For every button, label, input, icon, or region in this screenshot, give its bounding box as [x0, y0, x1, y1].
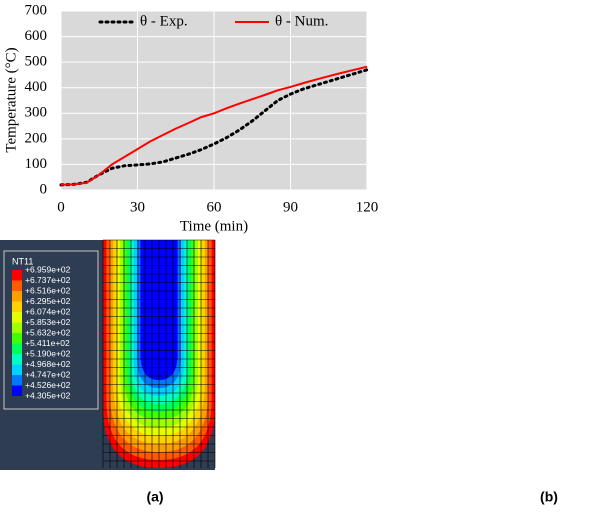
- legend-color: [12, 312, 22, 323]
- x-tick-label: 120: [356, 199, 379, 215]
- legend-color: [12, 280, 22, 291]
- y-tick-label: 300: [25, 105, 48, 121]
- legend-value: +5.411e+02: [25, 338, 70, 348]
- legend-color: [12, 322, 22, 333]
- caption-b: (b): [540, 489, 558, 505]
- y-tick-label: 600: [25, 28, 48, 44]
- legend-value: +6.737e+02: [25, 275, 71, 285]
- legend-color: [12, 291, 22, 302]
- contour-legend-title: NT11: [12, 256, 33, 266]
- legend-color: [12, 385, 22, 396]
- x-axis-label: Time (min): [180, 218, 248, 234]
- legend-label: θ - Num.: [275, 13, 328, 29]
- y-tick-label: 200: [25, 130, 48, 146]
- caption-a: (a): [146, 489, 163, 505]
- grid: [60, 10, 368, 191]
- legend-value: +6.516e+02: [25, 285, 71, 295]
- lines: θ - Exp. θ - Num.: [59, 13, 369, 187]
- contour-legend-box: [3, 250, 99, 410]
- legend-value: +5.853e+02: [25, 317, 71, 327]
- legend-label: θ - Exp.: [140, 13, 188, 29]
- y-axis-label: Temperature (°C): [3, 47, 19, 152]
- legend-color: [12, 301, 22, 312]
- y-tick-label: 100: [25, 156, 48, 172]
- y-tick-label: 700: [25, 2, 48, 18]
- x-tick-label: 90: [283, 199, 298, 215]
- x-tick-label: 30: [130, 199, 145, 215]
- contour-plot: +6.959e+02+6.737e+02+6.516e+02+6.295e+02…: [12, 239, 216, 468]
- legend-value: +6.959e+02: [25, 264, 71, 274]
- legend-color: [12, 270, 22, 281]
- legend-value: +5.190e+02: [25, 348, 71, 358]
- legend-value: +4.305e+02: [25, 390, 71, 400]
- legend-value: +4.526e+02: [25, 380, 71, 390]
- legend-color: [12, 343, 22, 354]
- legend-value: +4.747e+02: [25, 369, 71, 379]
- legend-value: +4.968e+02: [25, 359, 71, 369]
- legend-value: +6.074e+02: [25, 306, 71, 316]
- series-line: [60, 65, 368, 186]
- y-tick-label: 400: [25, 79, 48, 95]
- x-tick-label: 0: [57, 199, 65, 215]
- series-line: [59, 68, 369, 187]
- y-tick-label: 0: [40, 181, 48, 197]
- legend-color: [12, 333, 22, 344]
- legend-color: [12, 364, 22, 375]
- legend-value: +6.295e+02: [25, 296, 71, 306]
- x-tick-label: 60: [207, 199, 222, 215]
- legend-color: [12, 375, 22, 386]
- legend-value: +5.632e+02: [25, 327, 71, 337]
- legend-color: [12, 354, 22, 365]
- y-tick-label: 500: [25, 54, 48, 70]
